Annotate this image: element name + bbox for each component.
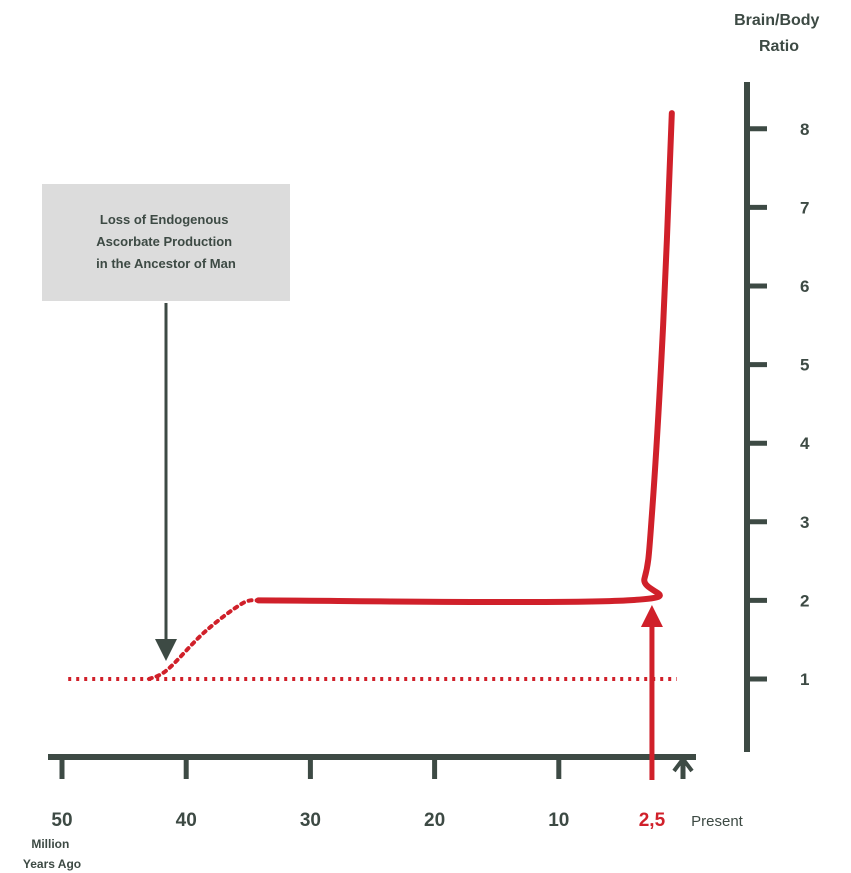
x-axis-unit-line-2: Years Ago xyxy=(23,857,81,871)
x-tick-label-30: 30 xyxy=(300,810,321,831)
svg-text:Brain/Body Ratio: Brain/Body Ratio xyxy=(734,12,824,55)
red-marker-arrowhead xyxy=(640,605,663,627)
x-tick-label-present: Present xyxy=(691,813,744,830)
annotation-line-3: in the Ancestor of Man xyxy=(96,256,236,271)
annotation-line-2: Ascorbate Production xyxy=(96,234,232,249)
x-tick-label-20: 20 xyxy=(424,810,445,831)
annotation-loss-of-ascorbate: Loss of Endogenous Ascorbate Production … xyxy=(42,184,290,301)
x-axis: 50 40 30 20 10 2,5 Present xyxy=(48,754,744,831)
y-tick-label-7: 7 xyxy=(800,198,809,217)
svg-text:Loss of Endogenous Ascor: Loss of Endogenous Ascorbate Production … xyxy=(96,212,236,271)
y-tick-label-4: 4 xyxy=(800,434,810,453)
y-axis-title-line-1: Brain/Body xyxy=(734,12,819,29)
y-axis: 1 2 3 4 5 6 7 8 xyxy=(744,82,810,752)
x-tick-label-10: 10 xyxy=(548,810,569,831)
series-solid-line xyxy=(255,110,675,606)
x-tick-label-40: 40 xyxy=(176,810,197,831)
x-tick-label-2-5: 2,5 xyxy=(639,810,666,831)
y-tick-label-8: 8 xyxy=(800,120,809,139)
y-tick-label-3: 3 xyxy=(800,513,809,532)
y-tick-label-5: 5 xyxy=(800,356,809,375)
annotation-arrows xyxy=(155,303,663,780)
series-dotted-line xyxy=(146,598,261,681)
x-present-arrowhead xyxy=(672,755,694,773)
y-tick-label-1: 1 xyxy=(800,670,809,689)
annotation-arrowhead xyxy=(155,639,177,661)
x-tick-label-50: 50 xyxy=(51,810,72,831)
data-series xyxy=(68,110,677,681)
annotation-box-background xyxy=(42,184,290,301)
y-axis-title-line-2: Ratio xyxy=(759,38,799,55)
annotation-line-1: Loss of Endogenous xyxy=(100,212,229,227)
svg-text:Million Years Ago: Million Years Ago xyxy=(23,837,81,871)
y-tick-label-6: 6 xyxy=(800,277,809,296)
x-axis-unit-line-1: Million xyxy=(31,837,69,851)
y-tick-label-2: 2 xyxy=(800,591,809,610)
